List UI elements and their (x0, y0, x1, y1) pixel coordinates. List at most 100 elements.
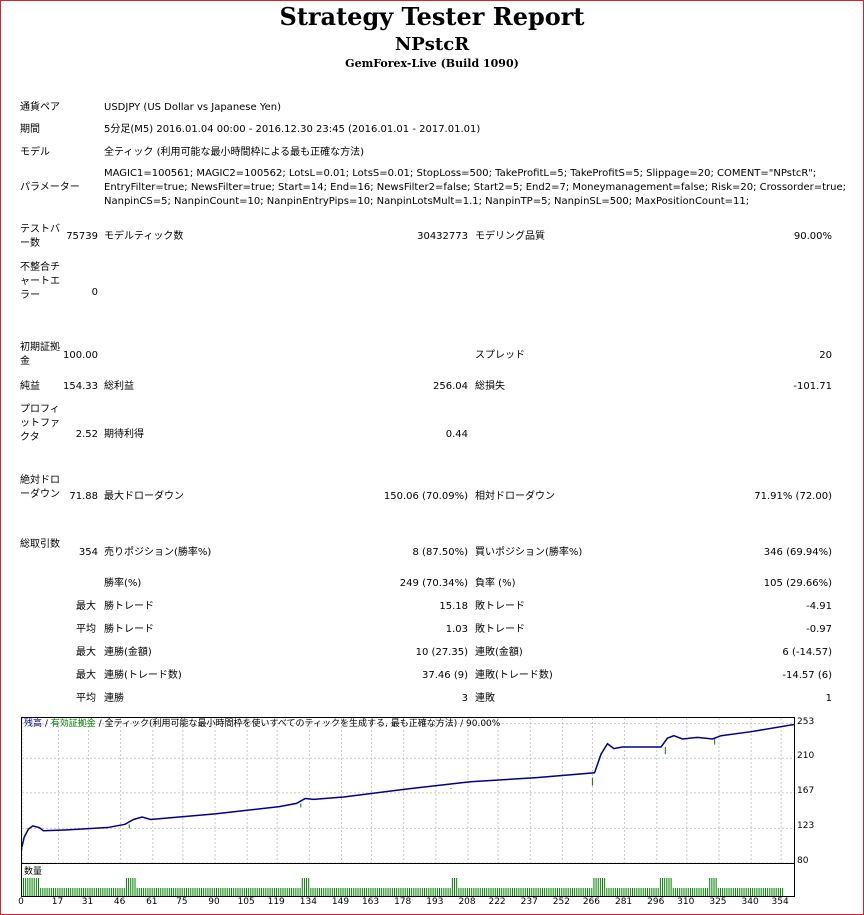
volume-bar (147, 888, 149, 896)
volume-bar (749, 888, 751, 896)
x-tick-label: 46 (113, 897, 126, 907)
ticks-label: モデルティック数 (104, 231, 184, 242)
balance-line (21, 723, 795, 848)
volume-bar (138, 888, 140, 896)
x-tick-label: 119 (267, 897, 285, 907)
volume-bar (284, 888, 286, 896)
volume-bar (651, 888, 653, 896)
volume-bar (741, 888, 743, 896)
volume-bar (235, 888, 237, 896)
volume-bar (357, 888, 359, 896)
volume-bar (629, 888, 631, 896)
x-tick-label: 134 (299, 897, 317, 907)
volume-bar (636, 888, 638, 896)
volume-bar (657, 888, 659, 896)
volume-bar (261, 888, 263, 896)
volume-bar (496, 888, 498, 896)
volume-bar (683, 888, 685, 896)
volume-bar (503, 888, 505, 896)
volume-bar (591, 888, 593, 896)
period-label: 期間 (20, 124, 40, 135)
legend-sep-3: / (457, 719, 467, 729)
deposit-label: 初期証拠金 (20, 342, 60, 367)
volume-bar (31, 878, 33, 896)
volume-bar (158, 888, 160, 896)
volume-bar (709, 878, 711, 896)
quality-value: 90.00% (793, 231, 832, 242)
volume-bar (602, 878, 603, 896)
volume-bar (385, 888, 387, 896)
x-tick-label: 325 (709, 897, 727, 907)
volume-bar (441, 888, 443, 896)
balance-chart-svg (21, 718, 795, 864)
grossprofit-value: 256.04 (433, 381, 468, 392)
volume-bar (417, 888, 419, 896)
volume-bar (492, 888, 494, 896)
volume-bar (267, 888, 269, 896)
params-label: パラメーター (20, 182, 80, 193)
server-build: GemForex-Live (Build 1090) (345, 57, 519, 70)
volume-bar (449, 888, 451, 896)
volume-bar (134, 878, 136, 896)
volume-bar (85, 888, 87, 896)
volume-bar (756, 888, 758, 896)
volume-bar (286, 888, 288, 896)
volume-bar (782, 888, 784, 896)
volume-bar (203, 888, 205, 896)
x-tick-label: 222 (488, 897, 506, 907)
params-line-2: EntryFilter=true; NewsFilter=true; Start… (104, 182, 846, 193)
volume-bar (569, 888, 571, 896)
reldd-value: 71.91% (72.00) (754, 491, 832, 502)
volume-bar (374, 888, 376, 896)
netprofit-value: 154.33 (63, 381, 98, 392)
volume-bar (252, 888, 254, 896)
winrate-value: 249 (70.34%) (399, 578, 468, 589)
volume-bar (426, 888, 428, 896)
volume-bar (61, 888, 63, 896)
volume-bar (366, 888, 368, 896)
volume-bar (301, 878, 303, 896)
volume-bar (295, 888, 297, 896)
volume-bar (376, 888, 378, 896)
volume-bar (490, 888, 492, 896)
volume-bar (668, 878, 670, 896)
volume-bar (649, 888, 651, 896)
volume-bar (59, 888, 61, 896)
volume-bar (466, 888, 468, 896)
volume-bar (664, 878, 666, 896)
volume-bar (625, 888, 627, 896)
volume-bar (299, 888, 301, 896)
volume-bar (612, 888, 614, 896)
volume-bar (372, 888, 374, 896)
volume-bar (460, 888, 462, 896)
volume-bar (640, 888, 642, 896)
volume-bar (456, 878, 458, 896)
volume-bar (726, 888, 728, 896)
volume-bar (666, 878, 668, 896)
volume-bar (327, 888, 329, 896)
volume-bar (565, 888, 567, 896)
volume-bar (211, 888, 213, 896)
volume-bar (102, 888, 104, 896)
volume-bar (509, 888, 511, 896)
spread-value: 20 (819, 350, 832, 361)
volume-bar (687, 888, 689, 896)
volume-bar (213, 888, 215, 896)
volume-bar (445, 888, 447, 896)
volume-bar (589, 888, 591, 896)
volume-bar (681, 888, 683, 896)
volume-bar (584, 888, 586, 896)
volume-bar (567, 888, 569, 896)
volume-bar (273, 888, 275, 896)
volume-bar (239, 888, 241, 896)
volume-bar (151, 888, 153, 896)
netprofit-label: 純益 (20, 381, 40, 392)
volume-bar (241, 888, 243, 896)
volume-bar (771, 888, 773, 896)
volume-bar (505, 888, 507, 896)
volume-bar (484, 888, 486, 896)
volume-bar (454, 878, 456, 896)
bars-label: テストバー数 (20, 224, 60, 249)
volume-bar (758, 888, 760, 896)
volume-bar (494, 888, 496, 896)
